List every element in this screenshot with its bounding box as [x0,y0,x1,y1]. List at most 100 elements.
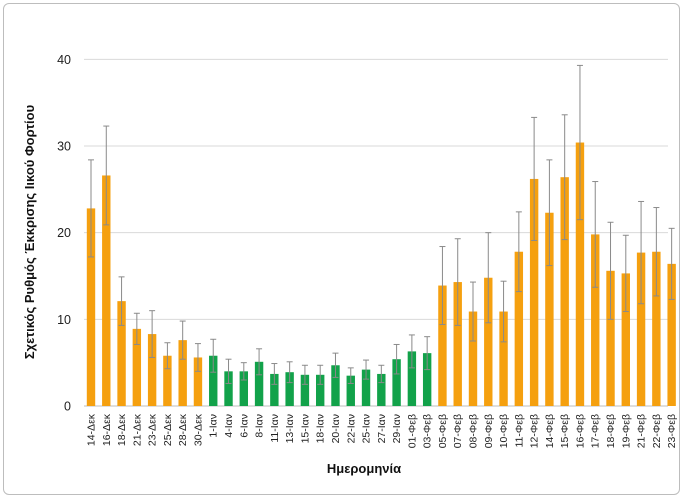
bar [438,285,447,406]
x-tick-label: 25-Ιαν [361,414,373,443]
bar [178,340,187,406]
x-tick-label: 18-Δεκ [116,413,128,446]
x-tick-label: 16-Δεκ [101,413,113,446]
y-axis-title: Σχετικός Ρυθμός Έκκρισης Ιικού Φορτίου [22,104,37,359]
error-bar [638,200,645,305]
bar [591,234,600,406]
x-axis-ticks: 14-Δεκ 16-Δεκ 18-Δεκ 21-Δεκ 23-Δεκ 25-Δεκ 28-Δ… [86,413,679,448]
error-bar [592,181,599,288]
x-tick-label: 21-Δεκ [131,413,143,446]
bar [377,373,386,406]
x-tick-label: 4-Ιαν [223,414,235,438]
bar [331,365,340,406]
error-bar [439,246,446,326]
bar [193,357,203,406]
y-tick-label: 10 [57,313,71,327]
bar [545,212,554,406]
bar [239,371,248,406]
bar [636,252,646,406]
x-tick-label: 22-Φεβ [651,414,663,448]
error-bar [133,312,140,345]
x-tick-label: 23-Δεκ [147,413,159,446]
error-bar [576,64,583,221]
x-tick-label: 21-Φεβ [636,414,648,448]
bar [285,372,294,406]
bar [224,371,233,406]
bar [254,361,264,406]
error-bar [546,159,553,267]
x-tick-label: 15-Φεβ [559,414,571,448]
x-tick-label: 14-Φεβ [544,414,556,448]
y-axis-ticks: 0 10 20 30 40 [57,53,71,414]
error-bar [454,238,461,326]
error-bar [225,358,232,384]
x-tick-label: 27-Ιαν [376,414,388,443]
bar [529,178,539,406]
x-tick-label: 10-Φεβ [498,414,510,448]
bar [102,175,111,406]
bar [300,374,310,406]
x-tick-label: 16-Φεβ [574,414,586,448]
error-bar [500,280,507,343]
error-bar [149,310,156,358]
error-bar [179,320,186,360]
error-bar [531,116,538,241]
bar [560,177,569,406]
error-bar [561,114,568,241]
x-tick-label: 08-Φεβ [468,414,480,448]
bar [132,328,142,406]
x-tick-label: 05-Φεβ [437,414,449,448]
bar [499,311,508,406]
error-bar [103,125,110,226]
error-bar [118,276,125,326]
error-bar [317,364,324,385]
error-bar [668,227,675,300]
x-tick-label: 18-Ιαν [315,414,327,443]
bar [163,355,172,406]
error-bar [332,352,339,378]
bar [147,334,157,406]
x-tick-label: 03-Φεβ [422,414,434,448]
error-bar [424,336,431,371]
bar [621,273,630,406]
bar [606,270,615,406]
x-tick-label: 09-Φεβ [483,414,495,448]
error-bar [622,234,629,313]
y-tick-label: 40 [57,53,71,67]
bar [453,282,462,406]
error-bar [301,364,308,385]
bar [392,359,401,406]
x-tick-label: 11-Φεβ [513,414,525,448]
error-bar [88,159,94,258]
x-tick-label: 18-Φεβ [605,414,617,448]
error-bar [256,348,263,376]
bar [407,351,417,406]
bar [575,142,585,407]
x-tick-label: 14-Δεκ [86,413,98,446]
bar [316,374,325,406]
bar [484,277,493,406]
bar [361,369,371,406]
error-bar [347,367,354,384]
x-tick-label: 30-Δεκ [192,413,204,446]
error-bars [88,64,675,385]
bar [270,373,279,406]
x-tick-label: 13-Ιαν [284,414,296,443]
x-tick-label: 20-Ιαν [330,414,342,443]
error-bar [210,338,217,373]
x-tick-label: 28-Δεκ [177,413,189,446]
x-tick-label: 8-Ιαν [254,414,266,438]
x-tick-label: 01-Φεβ [406,414,418,448]
x-tick-label: 25-Δεκ [162,413,174,446]
x-tick-label: 29-Ιαν [391,414,403,443]
bar [346,375,355,406]
error-bar [194,343,201,372]
x-tick-label: 6-Ιαν [238,414,250,438]
error-bar [408,334,415,369]
x-tick-label: 07-Φεβ [452,414,464,448]
x-tick-label: 17-Φεβ [590,414,602,448]
bar [468,311,478,406]
error-bar [515,211,522,293]
bar [117,301,126,406]
